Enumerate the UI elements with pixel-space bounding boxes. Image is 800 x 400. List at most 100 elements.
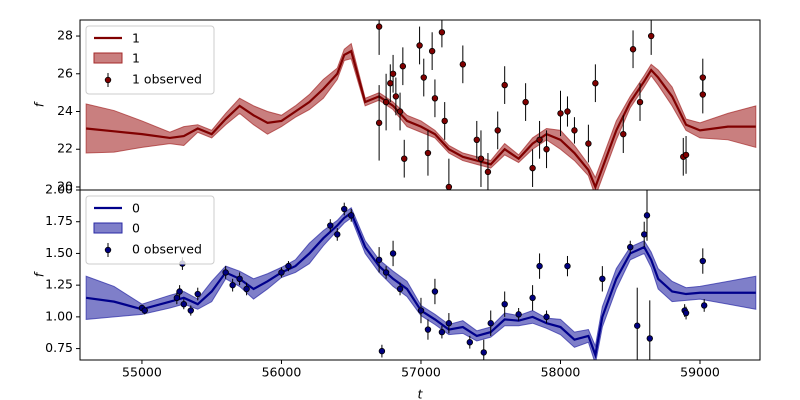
observed-point xyxy=(634,322,641,329)
observed-point xyxy=(629,46,637,53)
observed-point xyxy=(417,307,425,314)
observed-point xyxy=(699,257,706,265)
legend-label: 1 xyxy=(132,51,140,66)
observed-point xyxy=(445,183,453,190)
observed-point xyxy=(285,262,292,270)
observed-point xyxy=(501,300,508,308)
observed-point xyxy=(396,285,404,293)
legend-label: 0 observed xyxy=(132,242,202,257)
observed-point xyxy=(585,140,592,147)
legend-marker xyxy=(104,246,112,254)
observed-point xyxy=(699,74,706,81)
observed-point xyxy=(141,307,148,314)
observed-point xyxy=(187,307,194,314)
observed-point xyxy=(564,108,571,115)
observed-point xyxy=(348,212,355,219)
y-tick-label: 24 xyxy=(57,103,73,118)
x-axis-label: t xyxy=(418,387,424,400)
legend-patch xyxy=(93,222,123,234)
observed-point xyxy=(459,61,467,68)
observed-point xyxy=(428,47,436,55)
observed-point xyxy=(627,243,634,251)
legend-box xyxy=(85,195,215,265)
legend: 0 0 0 observed xyxy=(85,195,215,265)
observed-point xyxy=(529,294,536,302)
observed-point xyxy=(501,81,508,89)
y-tick-label: 28 xyxy=(57,28,73,43)
observed-point xyxy=(477,155,485,162)
observed-point xyxy=(401,155,408,162)
x-tick-label: 55000 xyxy=(122,365,162,380)
observed-point xyxy=(431,95,439,102)
legend-label: 1 observed xyxy=(132,72,202,87)
observed-point xyxy=(173,294,181,302)
y-tick-label: 0.75 xyxy=(45,340,73,355)
observed-point xyxy=(375,119,383,127)
legend-box xyxy=(85,25,215,95)
observed-point xyxy=(682,309,690,317)
observed-point xyxy=(420,74,427,81)
observed-point xyxy=(387,80,394,87)
observed-point xyxy=(620,130,627,138)
observed-point xyxy=(643,212,651,219)
observed-point xyxy=(480,349,487,356)
plot-area xyxy=(85,20,757,190)
observed-point xyxy=(445,320,453,327)
observed-point xyxy=(399,63,407,70)
observed-point xyxy=(682,151,690,159)
observed-point xyxy=(699,91,706,98)
observed-point xyxy=(543,313,550,321)
observed-point xyxy=(382,98,390,106)
observed-point xyxy=(424,326,432,333)
observed-point xyxy=(522,98,529,106)
y-tick-label: 1.50 xyxy=(45,245,73,260)
x-tick-label: 57000 xyxy=(401,365,441,380)
observed-point xyxy=(438,29,446,36)
observed-point xyxy=(564,262,571,270)
y-tick-label: 26 xyxy=(57,65,73,80)
observed-point xyxy=(327,222,334,229)
observed-point xyxy=(396,108,404,115)
observed-point xyxy=(494,127,501,134)
mean-line xyxy=(85,211,756,360)
legend-label: 1 xyxy=(132,31,140,46)
x-tick-label: 58000 xyxy=(541,365,581,380)
y-axis-label: f xyxy=(32,271,47,277)
mean-line xyxy=(86,49,756,190)
y-axis-label: f xyxy=(32,101,47,107)
y-tick-label: 20 xyxy=(57,178,73,193)
observed-point xyxy=(641,231,648,238)
observed-point xyxy=(243,285,250,293)
y-tick-label: 1.00 xyxy=(45,308,73,323)
observed-point xyxy=(334,231,341,238)
observed-point xyxy=(599,275,606,283)
legend-patch xyxy=(93,52,123,64)
y-tick-label: 1.25 xyxy=(45,277,73,292)
observed-point xyxy=(375,256,383,263)
observed-point xyxy=(536,262,543,270)
observed-point xyxy=(636,98,644,106)
legend-label: 0 xyxy=(132,221,140,236)
observed-point xyxy=(646,335,653,342)
observed-point xyxy=(389,250,397,257)
x-tick-label: 59000 xyxy=(680,365,720,380)
y-tick-label: 1.75 xyxy=(45,213,73,228)
observed-point xyxy=(441,117,448,125)
observed-point xyxy=(278,269,285,276)
observed-point xyxy=(375,23,383,30)
observed-point xyxy=(487,320,494,327)
y-tick-label: 2.00 xyxy=(45,182,73,197)
observed-point xyxy=(431,288,439,295)
observed-point xyxy=(222,269,229,276)
observed-point xyxy=(229,281,236,289)
observed-point xyxy=(592,80,599,87)
observed-point xyxy=(236,275,243,283)
observed-point xyxy=(515,311,522,318)
observed-point xyxy=(176,288,183,295)
observed-point xyxy=(438,328,446,336)
observed-point xyxy=(424,149,432,157)
observed-point xyxy=(341,205,348,213)
observed-point xyxy=(557,110,564,117)
observed-point xyxy=(466,339,474,346)
